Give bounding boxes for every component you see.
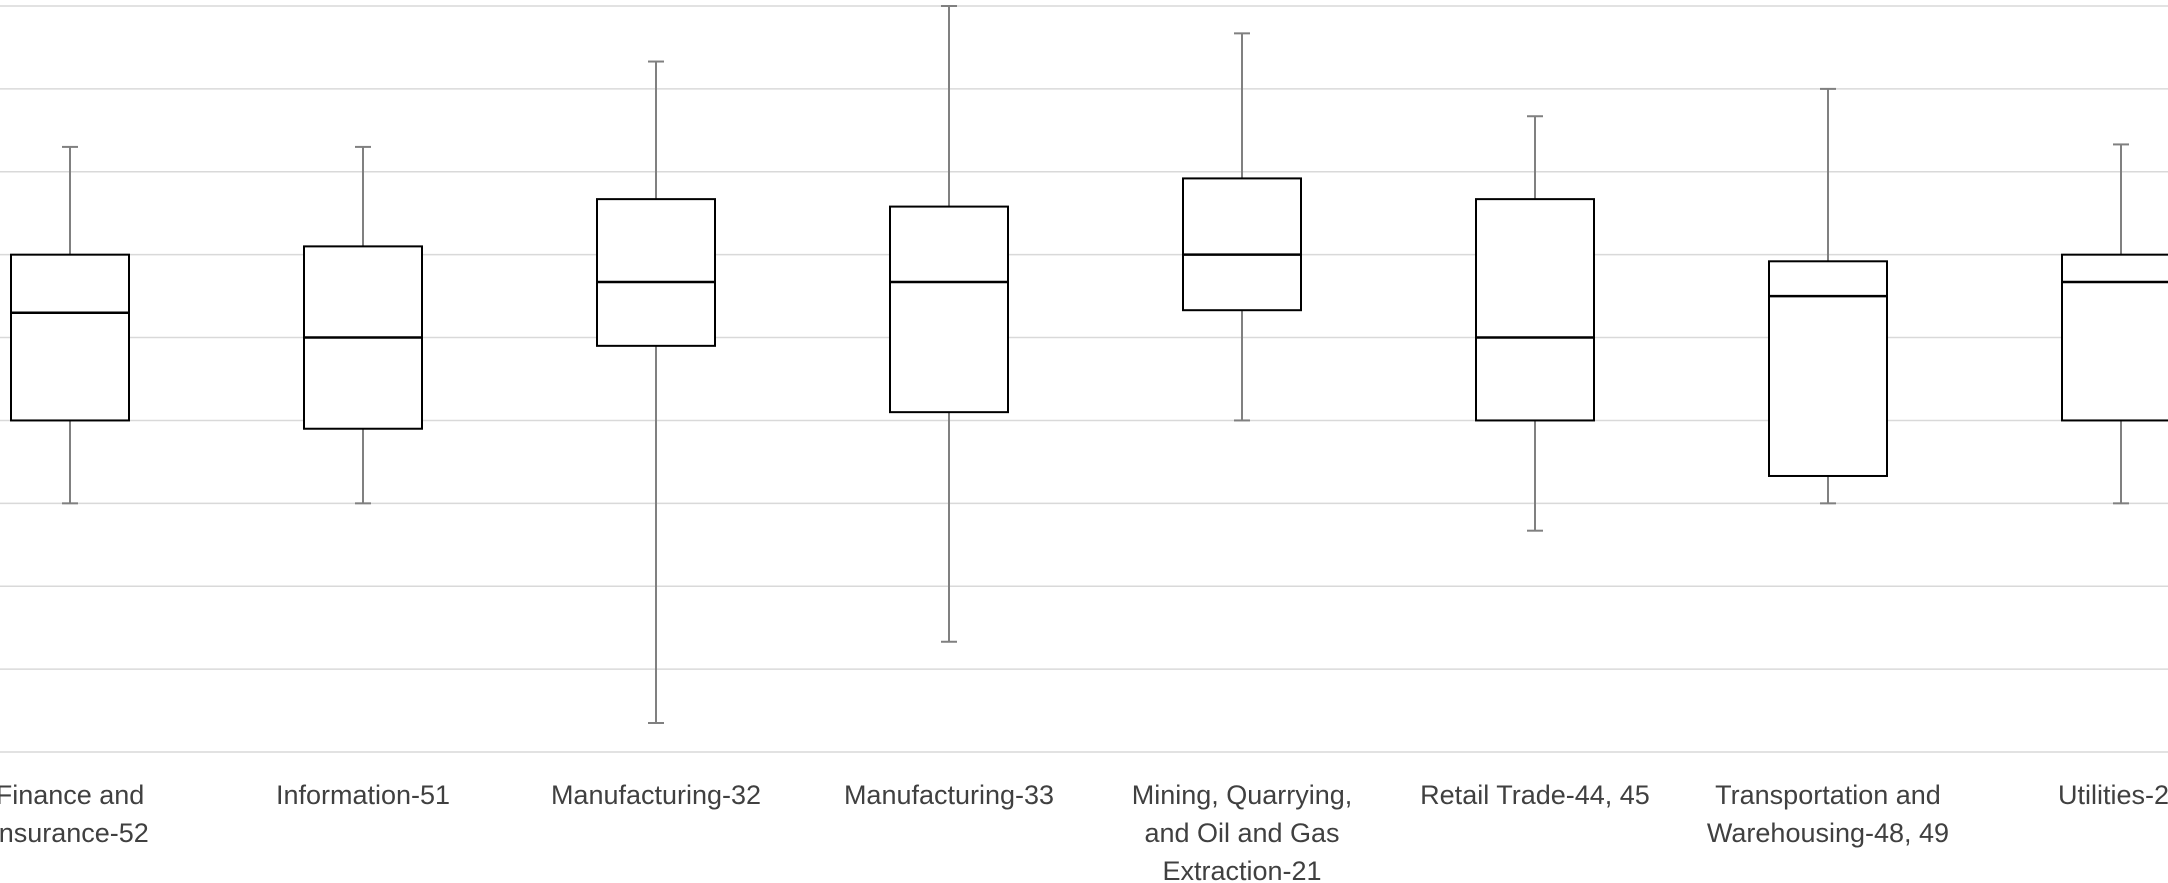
box-series [10,5,2168,724]
box-group [596,60,716,724]
box-group [1475,115,1595,532]
category-label: Manufacturing-32 [551,780,761,810]
category-label-line: Transportation and [1715,780,1941,810]
category-label-line: Mining, Quarrying, [1132,780,1353,810]
category-label: Transportation and Warehousing-48, 49 [1707,780,1949,848]
box-group [2061,143,2168,505]
category-label-line: Extraction-21 [1162,856,1321,883]
iqr-box [596,198,716,347]
category-label: Manufacturing-33 [844,780,1054,810]
iqr-box [1182,177,1302,312]
category-labels: Finance and Insurance-52 Information-51 Man… [0,780,2168,883]
iqr-box [889,205,1009,414]
category-label-line: and Oil and Gas [1144,818,1339,848]
iqr-box [10,253,130,422]
category-label-line: Manufacturing-33 [844,780,1054,810]
category-label-line: Manufacturing-32 [551,780,761,810]
iqr-box [1768,260,1888,477]
category-label-line: Finance and [0,780,144,810]
category-label-line: Utilities-22 [2058,780,2168,810]
box-group [1768,87,1888,505]
box-group [10,145,130,505]
category-label-line: Warehousing-48, 49 [1707,818,1949,848]
iqr-box [1475,198,1595,422]
category-label: Utilities-22 [2058,780,2168,810]
category-label-line: Retail Trade-44, 45 [1420,780,1650,810]
category-label: Retail Trade-44, 45 [1420,780,1650,810]
category-label-line: Insurance-52 [0,818,149,848]
box-group [1182,32,1302,422]
category-label: Mining, Quarrying, and Oil and Gas Extract… [1132,780,1353,883]
category-label: Information-51 [276,780,450,810]
category-label-line: Information-51 [276,780,450,810]
iqr-box [2061,253,2168,422]
box-group [303,145,423,505]
category-label: Finance and Insurance-52 [0,780,149,848]
box-group [889,5,1009,643]
